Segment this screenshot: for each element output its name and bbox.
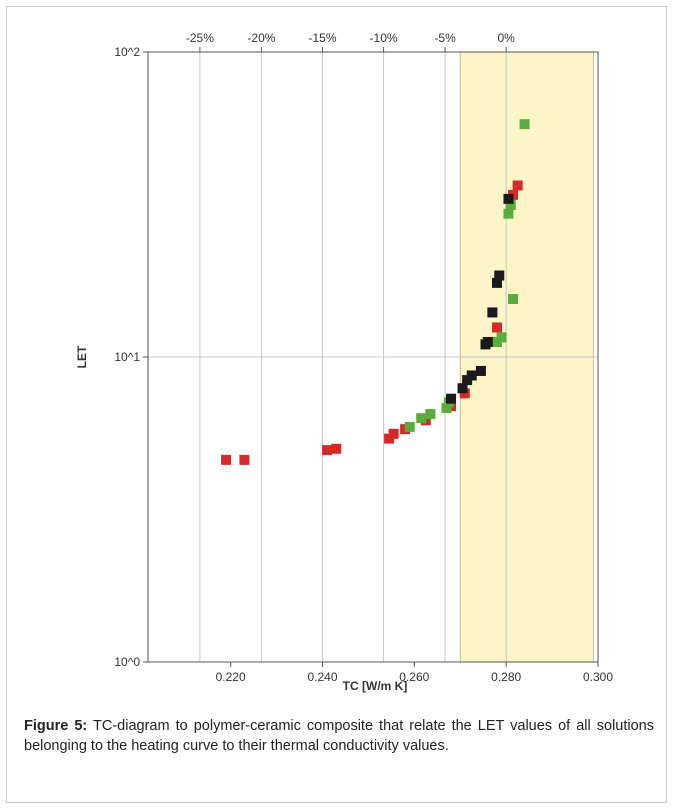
tc-diagram-chart: -25% -20% -15% -10% -5% 0% 10^0 10^1 10^2 0.220 0.… [75, 31, 613, 693]
data-point [491, 322, 502, 333]
data-point [239, 454, 250, 465]
data-point [494, 270, 505, 281]
data-point [441, 403, 452, 414]
data-point [496, 332, 507, 343]
x-axis-tick-label: 0.260 [399, 670, 429, 684]
top-axis-tick-label: -15% [308, 31, 336, 45]
data-point [416, 413, 427, 424]
top-axis-tick-label: 0% [497, 31, 515, 45]
data-point [446, 393, 457, 404]
y-axis-tick-label: 10^0 [114, 655, 140, 669]
data-point [459, 388, 470, 399]
data-point [508, 293, 519, 304]
data-point [331, 443, 342, 454]
top-axis-tick-label: -10% [370, 31, 398, 45]
data-point [475, 365, 486, 376]
data-point [457, 383, 468, 394]
data-point [491, 277, 502, 288]
data-point [322, 445, 333, 456]
y-axis-tick-label: 10^1 [114, 350, 140, 364]
data-point [503, 193, 514, 204]
caption-text: TC-diagram to polymer-ceramic composite … [24, 718, 654, 754]
top-axis-tick-label: -20% [247, 31, 275, 45]
top-axis-tick-label: -5% [434, 31, 456, 45]
figure-frame [6, 6, 667, 803]
data-point [388, 428, 399, 439]
y-axis-tick-label: 10^2 [114, 45, 140, 59]
data-point [487, 307, 498, 318]
x-axis-tick-label: 0.240 [307, 670, 337, 684]
y-axis-title: LET [75, 345, 89, 368]
data-point [221, 454, 232, 465]
data-point [482, 336, 493, 347]
x-axis-tick-label: 0.280 [491, 670, 521, 684]
data-point [503, 208, 514, 219]
figure-caption: Figure 5: TC-diagram to polymer-ceramic … [24, 716, 654, 756]
data-point [425, 409, 436, 420]
data-point [404, 421, 415, 432]
data-point [505, 200, 516, 211]
caption-label: Figure 5: [24, 718, 88, 734]
data-point [519, 119, 530, 130]
x-axis-title: TC [W/m K] [343, 679, 408, 693]
x-axis-tick-label: 0.300 [583, 670, 613, 684]
x-axis-tick-label: 0.220 [216, 670, 246, 684]
data-point [512, 180, 523, 191]
top-axis-tick-label: -25% [186, 31, 214, 45]
data-point [466, 370, 477, 381]
